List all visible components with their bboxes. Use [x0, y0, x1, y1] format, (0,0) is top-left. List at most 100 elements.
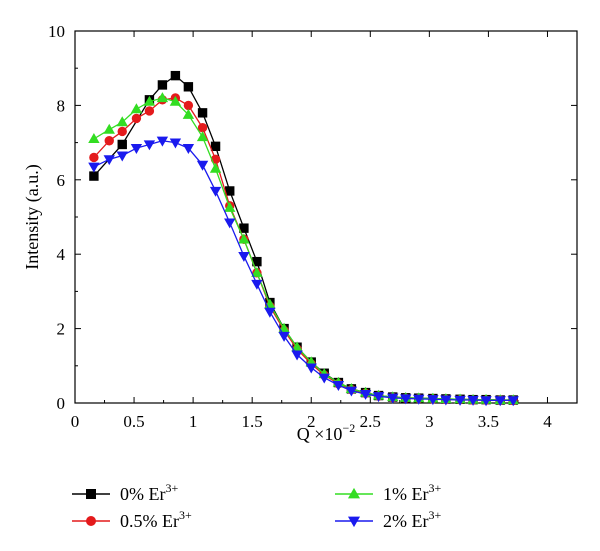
- x-tick-label: 2.5: [360, 412, 381, 431]
- data-point: [387, 393, 399, 404]
- legend-item: 0.5% Er3+: [72, 508, 192, 531]
- data-point: [89, 171, 99, 181]
- data-point: [116, 116, 128, 127]
- legend-item: 2% Er3+: [335, 508, 441, 531]
- data-point: [130, 103, 143, 114]
- data-point: [104, 136, 114, 146]
- data-point: [238, 233, 250, 244]
- series-layer: [88, 70, 519, 407]
- x-axis-label-main: Q ×10: [297, 424, 343, 444]
- x-axis-label: Q ×10−2: [297, 421, 355, 444]
- data-point: [157, 80, 168, 90]
- data-point: [182, 108, 195, 119]
- data-point: [427, 395, 439, 406]
- legend-marker: [347, 487, 361, 499]
- data-point: [144, 106, 155, 116]
- data-point: [345, 386, 358, 397]
- data-point: [197, 123, 208, 133]
- legend-label: 1% Er3+: [383, 481, 441, 504]
- y-tick-label: 8: [57, 96, 66, 115]
- data-point: [89, 152, 99, 163]
- data-point: [103, 155, 115, 166]
- x-tick-label: 2: [307, 412, 316, 431]
- data-point: [332, 381, 345, 391]
- y-axis-label: Intensity (a.u.): [22, 164, 43, 269]
- data-point: [117, 139, 127, 150]
- legend-label: 2% Er3+: [383, 508, 441, 531]
- series-3: [88, 136, 519, 407]
- series-2: [88, 92, 519, 405]
- data-point: [143, 95, 156, 106]
- x-axis-label-exponent: −2: [342, 421, 355, 435]
- x-tick-label: 3: [425, 412, 434, 431]
- data-point: [224, 201, 236, 212]
- data-point: [467, 395, 479, 406]
- data-point: [196, 131, 209, 142]
- legend-item: 0% Er3+: [72, 481, 178, 504]
- data-point: [103, 123, 115, 134]
- series-line: [93, 97, 514, 402]
- data-point: [305, 363, 317, 374]
- legend: 0% Er3+ 1% Er3+ 0.5% Er3+ 2% Er3+: [72, 481, 441, 531]
- data-point: [88, 133, 100, 144]
- series-line: [93, 97, 514, 401]
- data-point: [170, 70, 181, 81]
- data-point: [238, 251, 250, 262]
- data-point: [291, 350, 303, 361]
- data-point: [183, 82, 194, 92]
- data-point: [169, 95, 182, 106]
- data-point: [224, 218, 236, 229]
- data-point: [251, 279, 263, 290]
- data-point: [117, 126, 127, 137]
- data-point: [130, 144, 143, 155]
- data-point: [88, 162, 100, 173]
- data-point: [182, 144, 195, 155]
- x-tick-label: 4: [543, 412, 552, 431]
- series-line: [93, 74, 514, 401]
- data-point: [156, 92, 169, 103]
- data-point: [318, 373, 330, 384]
- series-line: [93, 140, 514, 402]
- axis-ticks: 0 0.5 1 1.5 2 2.5 3 3.5 4 0 2 4 6 8 10: [48, 22, 577, 431]
- legend-marker: [86, 516, 96, 526]
- data-point: [156, 136, 169, 147]
- y-tick-label: 0: [57, 394, 66, 413]
- x-tick-label: 3.5: [478, 412, 499, 431]
- legend-marker: [347, 516, 361, 528]
- data-point: [209, 162, 222, 173]
- data-point: [131, 113, 142, 124]
- data-point: [210, 141, 221, 152]
- y-tick-label: 6: [57, 171, 66, 190]
- legend-marker: [86, 489, 96, 499]
- data-point: [372, 392, 385, 403]
- legend-item: 1% Er3+: [335, 481, 441, 504]
- x-tick-label: 0.5: [123, 412, 144, 431]
- data-point: [116, 151, 128, 162]
- data-point: [225, 186, 235, 196]
- plot-frame: [74, 30, 578, 404]
- y-tick-label: 10: [48, 22, 65, 41]
- data-point: [400, 394, 412, 405]
- x-tick-label: 1: [189, 412, 198, 431]
- data-point: [209, 186, 222, 197]
- data-point: [169, 138, 182, 149]
- data-point: [480, 396, 492, 407]
- legend-label: 0.5% Er3+: [120, 508, 192, 531]
- data-point: [264, 307, 276, 318]
- data-point: [454, 395, 466, 406]
- data-point: [507, 396, 519, 407]
- data-point: [196, 160, 209, 171]
- y-tick-label: 4: [57, 245, 66, 264]
- data-point: [359, 389, 372, 400]
- data-point: [413, 394, 425, 405]
- y-tick-label: 2: [57, 320, 66, 339]
- data-point: [197, 108, 208, 118]
- data-point: [440, 395, 452, 406]
- data-point: [183, 100, 194, 111]
- x-tick-label: 0: [71, 412, 80, 431]
- data-point: [278, 331, 290, 342]
- data-point: [143, 140, 156, 151]
- x-tick-label: 1.5: [242, 412, 263, 431]
- data-point: [251, 266, 263, 277]
